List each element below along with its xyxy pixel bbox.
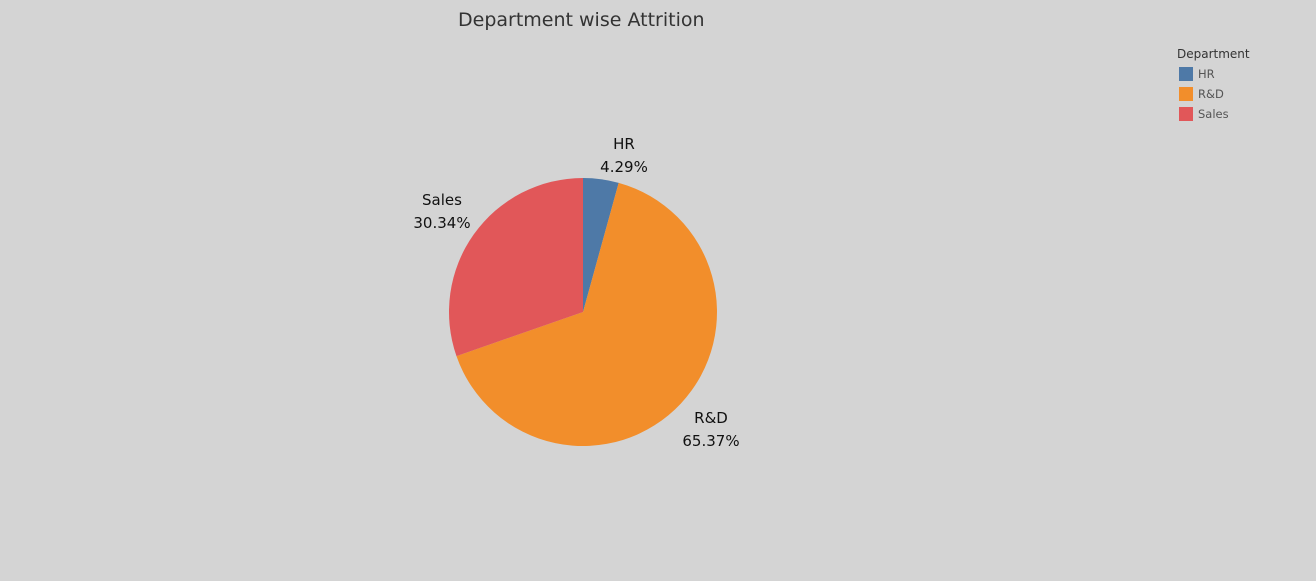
slice-value-rnd: 65.37% (682, 432, 739, 450)
slice-value-hr: 4.29% (600, 158, 648, 176)
slice-label-rnd: R&D (694, 409, 728, 427)
legend-label-rnd: R&D (1198, 87, 1224, 101)
pie-slice-hr[interactable] (583, 178, 619, 312)
chart-title: Department wise Attrition (458, 9, 705, 31)
legend-item-sales[interactable]: Sales (1177, 104, 1250, 124)
legend-title: Department (1177, 47, 1250, 61)
legend: Department HR R&D Sales (1177, 47, 1250, 124)
legend-swatch-sales (1179, 107, 1193, 121)
legend-label-sales: Sales (1198, 107, 1229, 121)
legend-swatch-hr (1179, 67, 1193, 81)
slice-value-sales: 30.34% (413, 214, 470, 232)
legend-item-rnd[interactable]: R&D (1177, 84, 1250, 104)
legend-label-hr: HR (1198, 67, 1215, 81)
legend-swatch-rnd (1179, 87, 1193, 101)
pie-slice-rnd[interactable] (456, 182, 717, 447)
legend-item-hr[interactable]: HR (1177, 64, 1250, 84)
slice-label-sales: Sales (422, 191, 462, 209)
slice-label-hr: HR (613, 135, 635, 153)
pie-slice-sales[interactable] (448, 178, 583, 357)
